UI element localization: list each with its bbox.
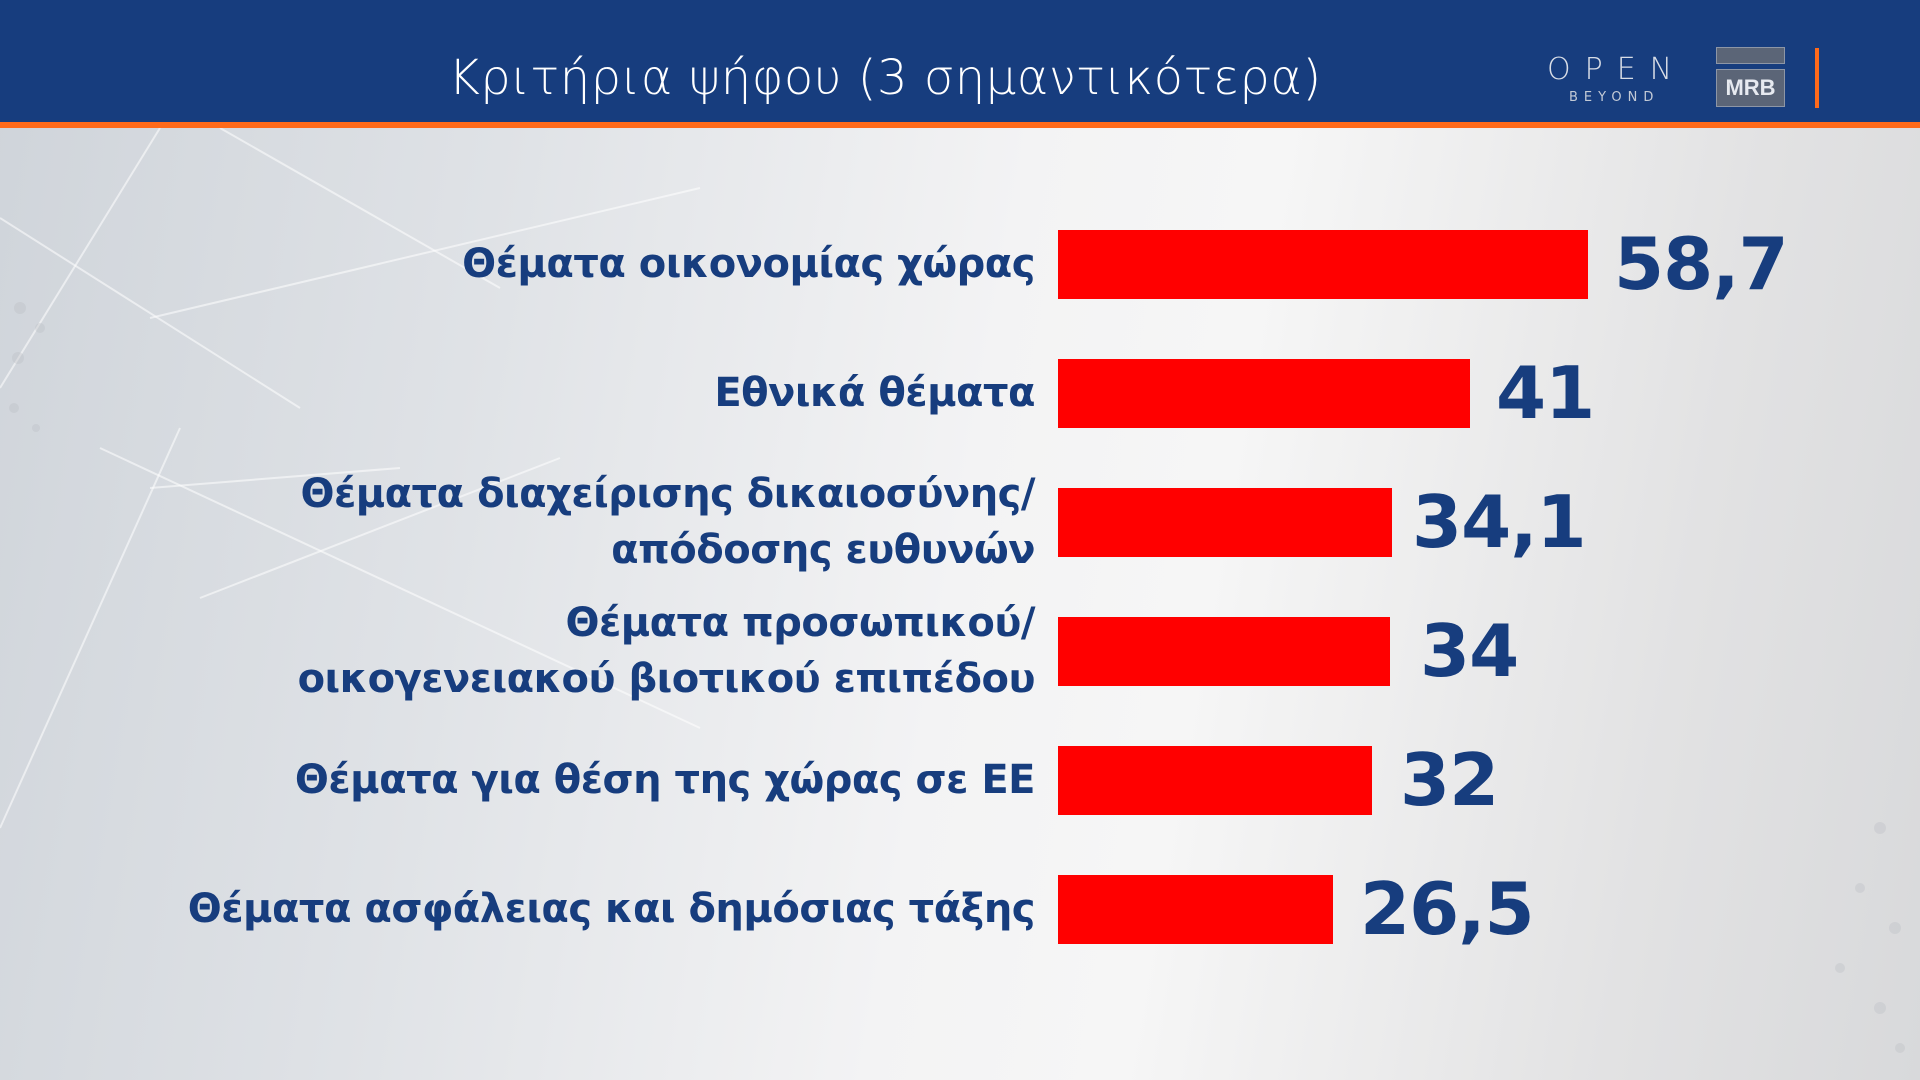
logo-open-subtext: BEYOND bbox=[1569, 90, 1660, 105]
header-accent-strip bbox=[0, 122, 1920, 128]
mrb-logo: MRB bbox=[1716, 47, 1786, 107]
bar bbox=[1058, 488, 1392, 557]
bar bbox=[1058, 230, 1588, 299]
bar bbox=[1058, 617, 1390, 686]
category-label-line: Θέματα για θέση της χώρας σε ΕΕ bbox=[294, 757, 1036, 803]
category-label: Θέματα οικονομίας χώρας bbox=[462, 236, 1035, 292]
bar bbox=[1058, 359, 1470, 428]
category-label: Εθνικά θέματα bbox=[714, 365, 1035, 421]
chart-title: Κριτήρια ψήφου (3 σημαντικότερα) bbox=[448, 50, 1322, 106]
bar bbox=[1058, 746, 1372, 815]
value-label: 41 bbox=[1496, 351, 1595, 435]
category-label-line: Θέματα προσωπικού/ bbox=[565, 600, 1035, 646]
value-label: 58,7 bbox=[1614, 222, 1789, 306]
value-label: 34,1 bbox=[1412, 480, 1587, 564]
category-label-line: Θέματα οικονομίας χώρας bbox=[462, 241, 1035, 287]
category-label-line: οικογενειακού βιοτικού επιπέδου bbox=[297, 656, 1036, 702]
category-label-line: απόδοσης ευθυνών bbox=[611, 527, 1035, 573]
category-label: Θέματα προσωπικού/ οικογενειακού βιοτικο… bbox=[297, 595, 1036, 707]
mrb-logo-text: MRB bbox=[1716, 69, 1785, 107]
category-label-line: Εθνικά θέματα bbox=[714, 370, 1035, 416]
value-label: 32 bbox=[1400, 738, 1499, 822]
category-label: Θέματα ασφάλειας και δημόσιας τάξης bbox=[187, 881, 1036, 937]
value-label: 26,5 bbox=[1360, 867, 1535, 951]
category-label: Θέματα για θέση της χώρας σε ΕΕ bbox=[294, 752, 1036, 808]
category-label-line: Θέματα ασφάλειας και δημόσιας τάξης bbox=[187, 886, 1036, 932]
value-label: 34 bbox=[1420, 609, 1519, 693]
header-bar: Κριτήρια ψήφου (3 σημαντικότερα) OPEN BE… bbox=[0, 0, 1920, 122]
logo-open-text: OPEN bbox=[1547, 52, 1687, 87]
mrb-logo-top-block bbox=[1716, 47, 1785, 64]
bar bbox=[1058, 875, 1333, 944]
logo-divider bbox=[1815, 48, 1819, 108]
category-label: Θέματα διαχείρισης δικαιοσύνης/ απόδοσης… bbox=[300, 466, 1035, 578]
category-label-line: Θέματα διαχείρισης δικαιοσύνης/ bbox=[300, 471, 1035, 517]
open-beyond-logo: OPEN BEYOND bbox=[1545, 52, 1685, 108]
